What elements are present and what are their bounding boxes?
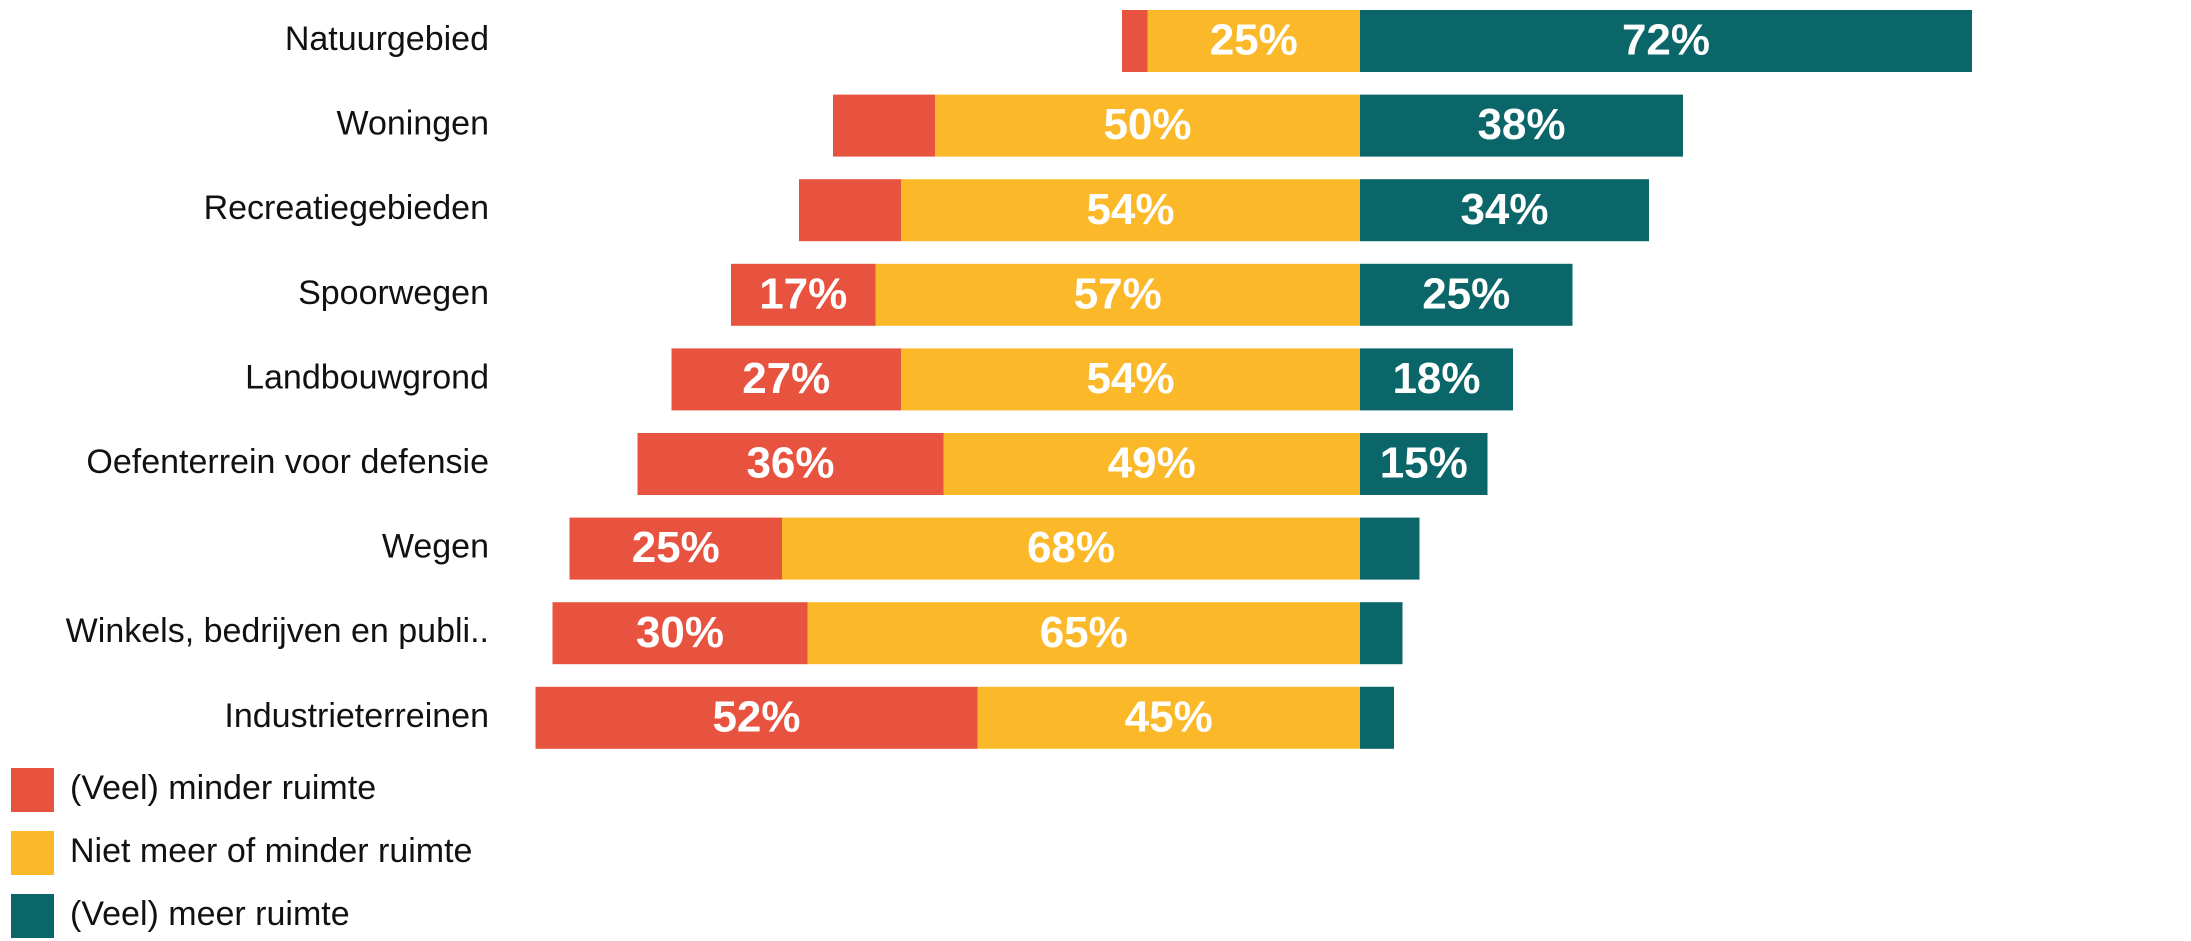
value-label: 54% <box>1086 185 1174 234</box>
category-label: Recreatiegebieden <box>204 189 489 227</box>
bar-segment <box>1360 348 1513 411</box>
value-label: 49% <box>1108 439 1196 488</box>
bar-segment <box>1360 94 1683 157</box>
value-label: 25% <box>632 523 720 572</box>
category-label: Oefenterrein voor defensie <box>86 443 489 481</box>
value-label: 27% <box>742 354 830 403</box>
value-label: 15% <box>1380 439 1468 488</box>
value-label: 68% <box>1027 523 1115 572</box>
bar-segment <box>1360 433 1488 495</box>
bar-segment <box>833 94 935 157</box>
category-label: Woningen <box>337 105 490 143</box>
bar-segment <box>943 433 1360 495</box>
value-label: 45% <box>1125 692 1213 741</box>
bar-segment <box>1360 179 1649 242</box>
category-label: Industrieterreinen <box>224 697 489 735</box>
legend-label: (Veel) minder ruimte <box>70 769 376 807</box>
bar-segment <box>799 179 901 242</box>
category-label: Winkels, bedrijven en publi.. <box>66 612 489 650</box>
bar-segment <box>731 263 876 326</box>
legend-swatch <box>11 894 54 938</box>
bar-segment <box>671 348 901 411</box>
category-label: Landbouwgrond <box>245 358 489 396</box>
bar-segment <box>1360 263 1573 326</box>
category-label: Wegen <box>382 528 489 566</box>
value-label: 25% <box>1210 16 1298 65</box>
bar-segment <box>782 517 1360 580</box>
legend-swatch <box>11 831 54 875</box>
bar-segment <box>875 263 1360 326</box>
value-label: 17% <box>759 269 847 318</box>
bar-segment <box>1360 10 1972 72</box>
value-label: 72% <box>1622 16 1710 65</box>
bar-segment <box>569 517 782 580</box>
bar-segment <box>901 179 1360 242</box>
bar-segment <box>1147 10 1360 72</box>
legend-swatch <box>11 768 54 812</box>
bar-segment <box>1360 517 1420 580</box>
bar-segment <box>1360 602 1403 665</box>
category-label: Natuurgebied <box>285 20 489 58</box>
bar-segment <box>535 686 978 749</box>
value-label: 52% <box>712 692 800 741</box>
value-label: 36% <box>746 439 834 488</box>
value-label: 38% <box>1477 100 1565 149</box>
legend-label: (Veel) meer ruimte <box>70 895 350 933</box>
value-label: 30% <box>636 608 724 657</box>
bar-segment <box>1122 10 1148 72</box>
value-label: 18% <box>1392 354 1480 403</box>
value-label: 34% <box>1460 185 1548 234</box>
bar-segment <box>935 94 1360 157</box>
bar-segment <box>977 686 1360 749</box>
bar-segment <box>1360 686 1394 749</box>
value-label: 54% <box>1086 354 1174 403</box>
bar-segment <box>552 602 808 665</box>
value-label: 50% <box>1103 100 1191 149</box>
bar-segment <box>807 602 1360 665</box>
value-label: 25% <box>1422 269 1510 318</box>
bar-segment <box>637 433 944 495</box>
bar-segment <box>901 348 1360 411</box>
value-label: 65% <box>1040 608 1128 657</box>
category-label: Spoorwegen <box>298 274 489 312</box>
value-label: 57% <box>1074 269 1162 318</box>
legend-label: Niet meer of minder ruimte <box>70 832 472 870</box>
